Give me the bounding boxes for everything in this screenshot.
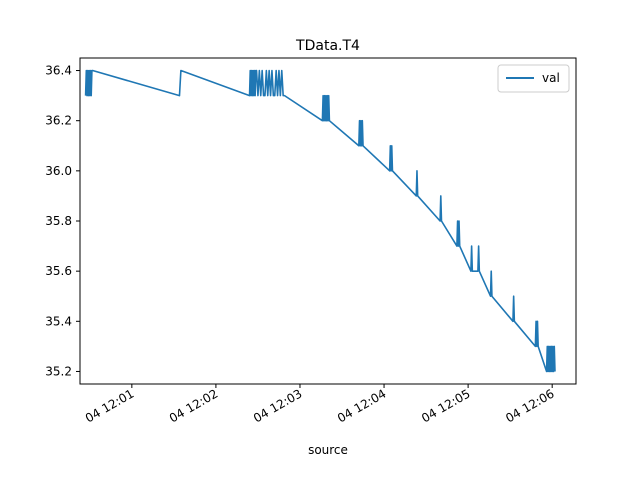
x-tick-label: 04 12:04 (335, 386, 388, 425)
x-tick-label: 04 12:01 (83, 386, 136, 425)
y-tick-label: 36.4 (45, 64, 72, 78)
x-axis-label: source (308, 443, 348, 457)
plot-area (84, 69, 556, 373)
y-tick-label: 35.2 (45, 364, 72, 378)
x-tick-label: 04 12:05 (419, 386, 472, 425)
y-tick-label: 36.2 (45, 114, 72, 128)
x-tick-label: 04 12:06 (503, 386, 556, 425)
x-tick-label: 04 12:03 (251, 386, 304, 425)
chart-title: TData.T4 (295, 38, 360, 54)
series-line-val (84, 69, 556, 373)
y-axis: 35.2 35.4 35.6 35.8 36.0 36.2 36.4 (45, 64, 80, 378)
legend: val (497, 64, 570, 93)
x-tick-label: 04 12:02 (167, 386, 220, 425)
y-tick-label: 36.0 (45, 164, 72, 178)
y-tick-label: 35.6 (45, 264, 72, 278)
y-tick-label: 35.8 (45, 214, 72, 228)
x-axis: 04 12:01 04 12:02 04 12:03 04 12:04 04 12:05… (83, 384, 557, 425)
y-tick-label: 35.4 (45, 314, 72, 328)
axes-frame (79, 57, 577, 385)
legend-label-val: val (542, 71, 560, 85)
